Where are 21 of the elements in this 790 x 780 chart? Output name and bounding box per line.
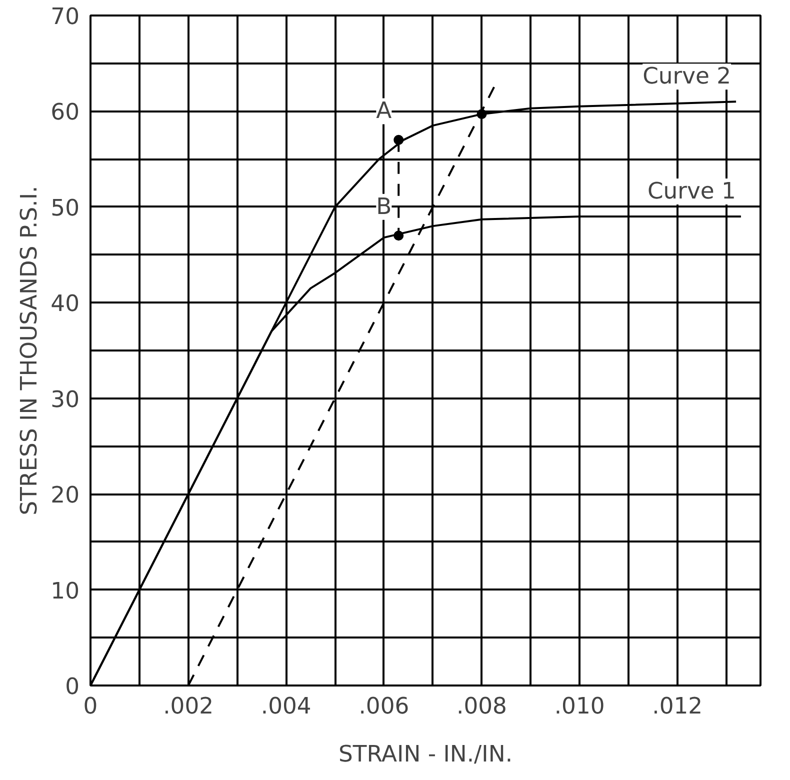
series-label: Curve 1 (647, 178, 736, 204)
y-tick-label: 0 (65, 674, 80, 700)
y-tick-label: 10 (50, 578, 80, 604)
x-tick-label: .004 (260, 694, 312, 720)
y-tick-label: 50 (50, 195, 80, 222)
x-tick-label: .010 (554, 694, 605, 720)
y-tick-label: 20 (50, 482, 80, 509)
annotation: A (376, 98, 392, 124)
series-label: Curve 2 (642, 64, 732, 90)
y-tick-label: 30 (50, 386, 80, 413)
x-tick-label: .006 (358, 694, 410, 720)
x-tick-label: .012 (652, 694, 703, 720)
x-tick-label: .002 (163, 694, 214, 720)
y-tick-label: 60 (50, 100, 80, 126)
y-axis-title: STRESS IN THOUSANDS P.S.I. (16, 186, 43, 516)
y-tick-label: 40 (50, 291, 80, 318)
x-tick-label: 0 (83, 694, 98, 720)
x-tick-label: .008 (456, 694, 507, 720)
x-axis-title: STRAIN - IN./IN. (338, 742, 513, 768)
annotation: B (376, 194, 392, 220)
y-tick-label: 70 (50, 4, 80, 30)
